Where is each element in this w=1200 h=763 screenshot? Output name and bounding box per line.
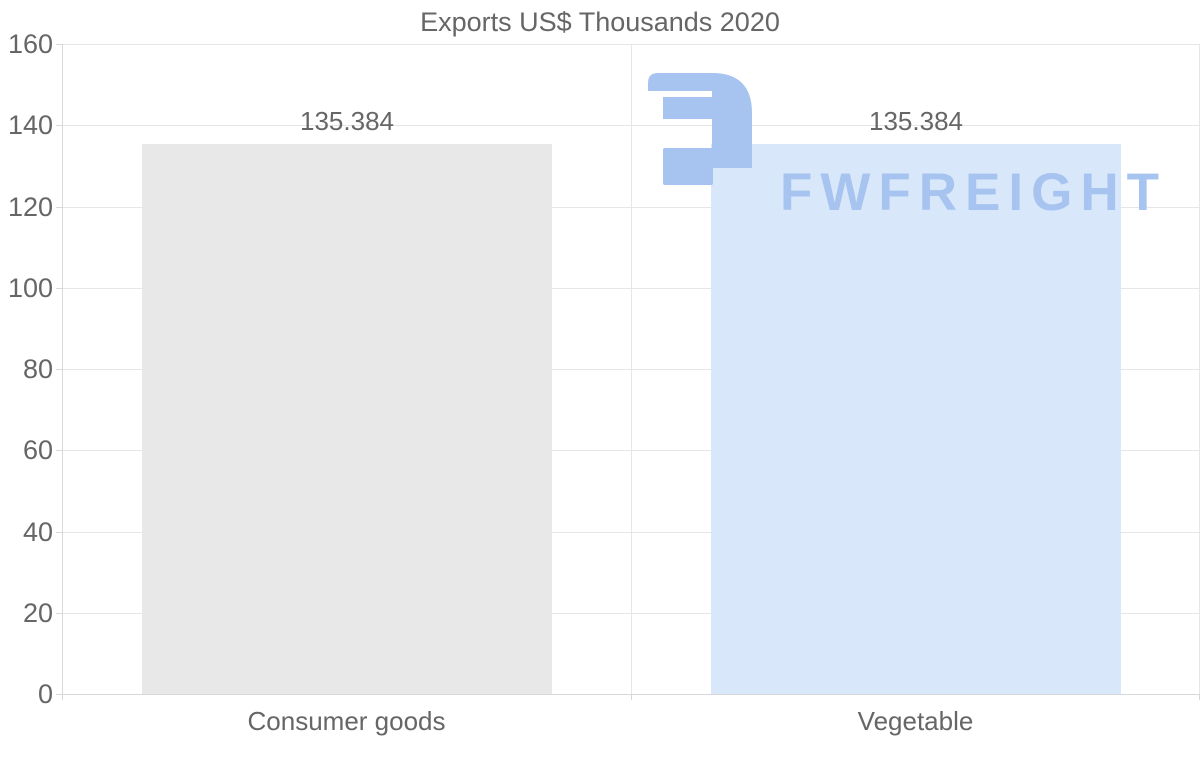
- y-axis-label: 20: [22, 598, 53, 628]
- fwfreight-logo-icon: [648, 73, 752, 185]
- y-axis-label: 60: [22, 435, 53, 465]
- category-label-vegetable: Vegetable: [857, 706, 974, 736]
- y-axis-label: 80: [22, 354, 53, 384]
- y-axis-tick: [56, 450, 62, 451]
- y-axis-tick: [56, 532, 62, 533]
- y-axis-label: 0: [37, 679, 53, 709]
- y-axis-tick: [56, 125, 62, 126]
- y-axis-tick: [56, 288, 62, 289]
- data-label-consumer-goods: 135.384: [300, 106, 394, 136]
- data-label-vegetable: 135.384: [869, 106, 963, 136]
- y-axis-line: [62, 44, 63, 694]
- y-axis-label: 40: [22, 517, 53, 547]
- chart-title: Exports US$ Thousands 2020: [420, 7, 780, 37]
- y-axis-tick: [56, 613, 62, 614]
- y-axis-tick: [56, 207, 62, 208]
- y-axis-label: 100: [7, 273, 53, 303]
- x-axis-tick: [62, 694, 63, 700]
- x-category-gridline: [631, 44, 632, 694]
- category-label-consumer-goods: Consumer goods: [247, 706, 446, 736]
- bar-consumer-goods[interactable]: [142, 144, 552, 694]
- y-axis-label: 140: [7, 110, 53, 140]
- watermark-text: FWFREIGHT: [780, 163, 1167, 222]
- y-axis-tick: [56, 369, 62, 370]
- y-axis-tick: [56, 44, 62, 45]
- watermark-logo: FWFREIGHT: [648, 72, 1159, 219]
- y-axis-tick: [56, 694, 62, 695]
- x-axis-tick: [631, 694, 632, 700]
- x-axis-line: [62, 694, 1200, 695]
- y-axis-label: 120: [7, 192, 53, 222]
- y-axis-label: 160: [7, 29, 53, 59]
- bar-vegetable[interactable]: [711, 144, 1121, 694]
